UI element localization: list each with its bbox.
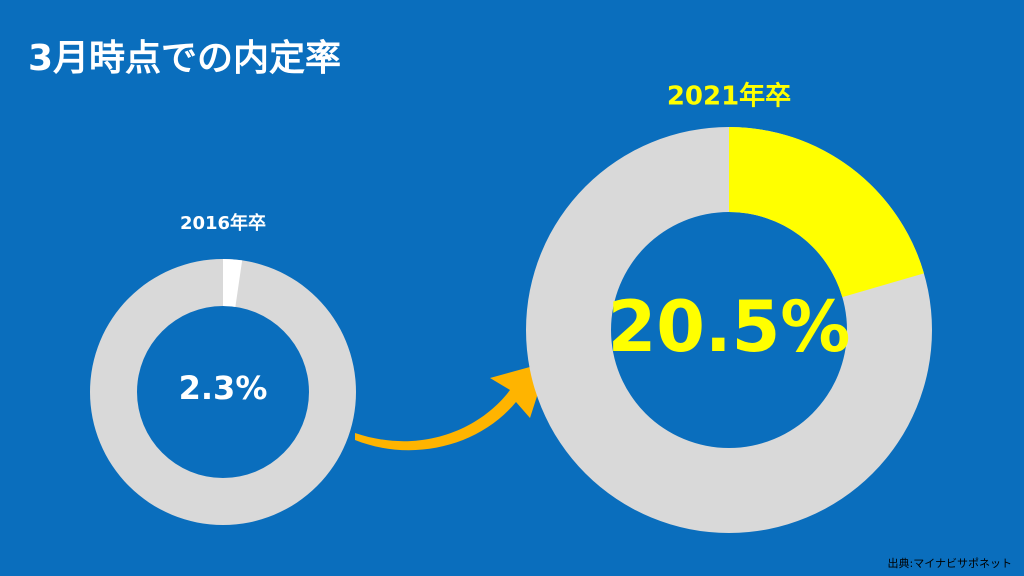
charts: 2016年卒 2.3% 2021年卒 20.5% [90, 81, 932, 533]
source-note: 出典:マイナビサポネット [888, 556, 1013, 570]
donut-track [90, 259, 356, 525]
value-label: 2.3% [179, 369, 268, 407]
value-label: 20.5% [608, 286, 851, 368]
donut-segment [223, 259, 243, 307]
chart-title: 2021年卒 [667, 81, 791, 112]
arrow [355, 362, 548, 451]
slide-title: 3月時点での内定率 [28, 38, 341, 79]
donut-segment [729, 127, 924, 298]
chart-title: 2016年卒 [180, 212, 266, 234]
